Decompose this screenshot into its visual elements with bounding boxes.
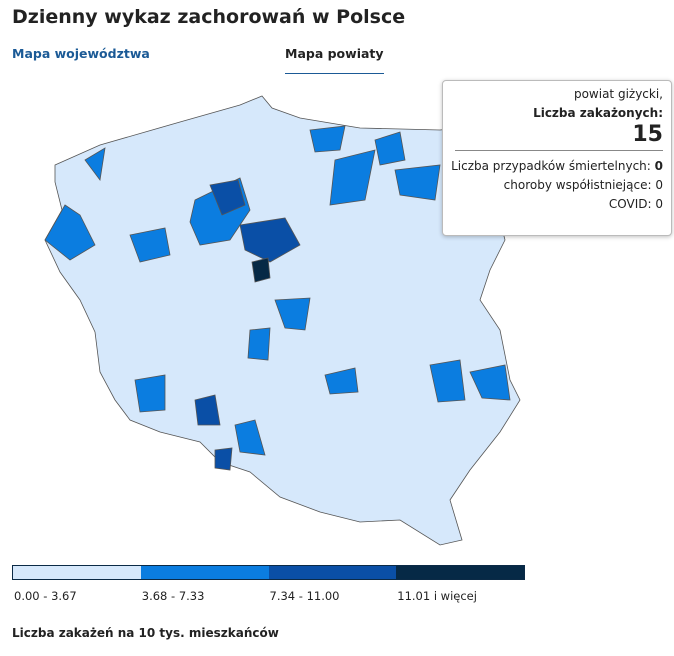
legend-labels: 0.00 - 3.67 3.68 - 7.33 7.34 - 11.00 11.01 … [12, 589, 523, 603]
tooltip-rows: Liczba przypadków śmiertelnych: 0 choroby… [443, 157, 663, 214]
region [214, 447, 233, 471]
region [469, 364, 511, 401]
region [429, 359, 466, 403]
region [394, 164, 441, 201]
divider [455, 150, 663, 151]
tooltip-label: Liczba zakażonych: [533, 106, 663, 120]
region [309, 125, 346, 153]
legend-swatch [268, 566, 397, 579]
region [251, 257, 271, 283]
region [84, 147, 106, 181]
tooltip-row: choroby współistniejące: 0 [443, 176, 663, 195]
legend-label: 0.00 - 3.67 [14, 589, 77, 603]
tooltip-row: Liczba przypadków śmiertelnych: 0 [443, 157, 663, 176]
row-label: COVID: [608, 197, 652, 211]
tooltip: powiat giżycki, Liczba zakażonych: 15 Li… [442, 80, 672, 236]
row-value: 0 [655, 197, 663, 211]
legend-label: 3.68 - 7.33 [141, 589, 205, 603]
legend-caption: Liczba zakażeń na 10 tys. mieszkańców [12, 626, 279, 640]
tooltip-region: powiat giżycki, [573, 87, 663, 101]
row-label: Liczba przypadków śmiertelnych: [451, 159, 651, 173]
region [194, 394, 221, 426]
legend-label: 11.01 i więcej [397, 589, 477, 603]
page-title: Dzienny wykaz zachorowań w Polsce [12, 6, 406, 28]
legend-swatch [13, 566, 141, 579]
region [129, 227, 171, 263]
tooltip-value: 15 [632, 122, 663, 147]
region [274, 297, 311, 331]
tooltip-row: COVID: 0 [443, 195, 663, 214]
legend-bar [12, 565, 525, 580]
region [247, 327, 271, 361]
map [44, 95, 521, 546]
legend-label: 7.34 - 11.00 [269, 589, 340, 603]
region [324, 367, 359, 395]
tab[interactable]: Mapa województwa [12, 46, 150, 61]
region [134, 374, 166, 413]
legend-swatch [396, 566, 524, 579]
region [44, 204, 96, 261]
region [239, 217, 301, 263]
row-value: 0 [655, 178, 663, 192]
row-label: choroby współistniejące: [503, 178, 652, 192]
row-value: 0 [654, 159, 663, 173]
region [329, 149, 376, 206]
legend-swatch [140, 566, 269, 579]
region [209, 179, 246, 216]
region [374, 131, 406, 166]
tab[interactable]: Mapa powiaty [285, 46, 384, 74]
region [234, 419, 266, 456]
